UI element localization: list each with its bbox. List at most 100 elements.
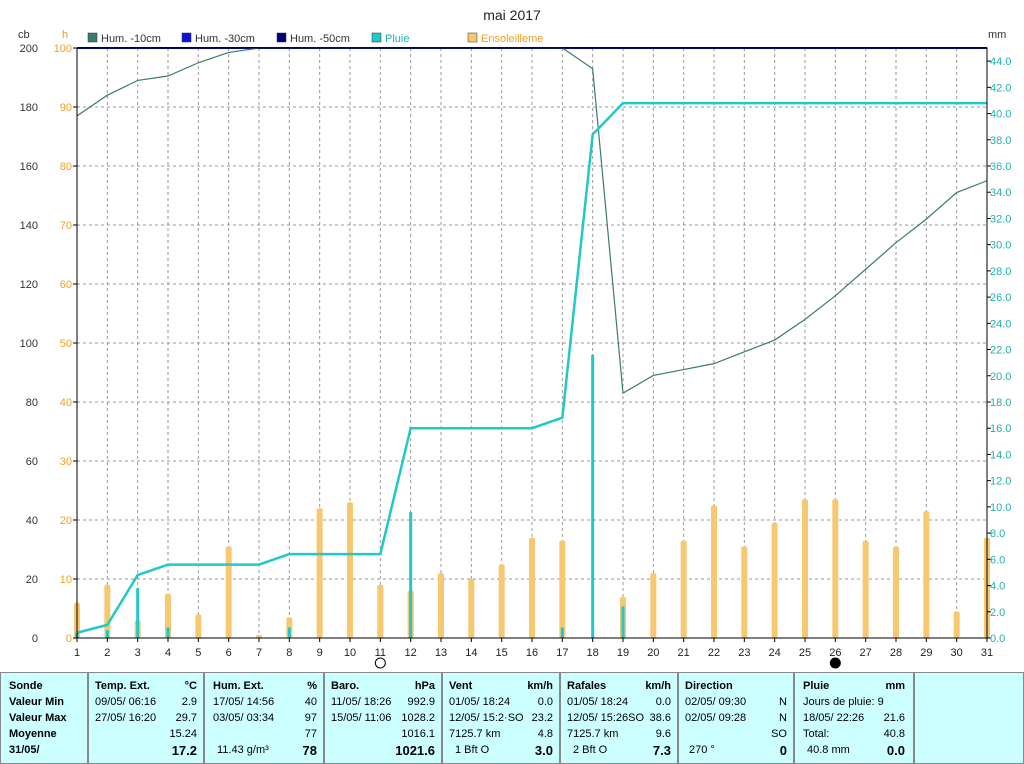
sunshine-bar <box>165 593 171 638</box>
x-tick-label: 9 <box>317 647 323 659</box>
sunshine-bar <box>377 584 384 638</box>
sunshine-bar <box>529 537 535 638</box>
right-axis-unit: mm <box>988 29 1006 41</box>
y-left-tick-label: 120 <box>20 279 38 291</box>
daily-rain-bar <box>136 588 140 638</box>
y-right-tick-label: 36.0 <box>990 161 1011 173</box>
x-tick-label: 14 <box>465 647 477 659</box>
sonde-header: Sonde <box>9 680 43 692</box>
sunshine-bar <box>256 635 262 638</box>
daily-rain-bar <box>409 512 413 638</box>
dir-min-date: 02/05/ 09:30 <box>685 696 747 708</box>
hum-max-value: 97 <box>304 712 317 724</box>
pluie-total-label: Total: <box>803 728 830 740</box>
x-tick-label: 24 <box>769 647 781 659</box>
vent-beaufort: 1 Bft O <box>455 744 490 756</box>
rafales-max-date: 12/05/ 15:26SO <box>567 712 645 724</box>
x-tick-label: 17 <box>556 647 568 659</box>
y-right-tick-label: 16.0 <box>990 423 1011 435</box>
pluie-total: 40.8 <box>883 728 905 740</box>
pluie-unit: mm <box>885 680 905 692</box>
x-tick-label: 31 <box>981 647 993 659</box>
y-left2-tick-label: 50 <box>60 338 72 350</box>
col-sonde: Sonde Valeur Min Valeur Max Moyenne 31/0… <box>0 672 88 764</box>
y-left2-tick-label: 90 <box>60 102 72 114</box>
daily-rain-bar <box>287 627 291 638</box>
sunshine-bar <box>680 540 687 638</box>
x-tick-label: 13 <box>435 647 447 659</box>
col-empty <box>914 672 1024 764</box>
vent-min-date: 01/05/ 18:24 <box>449 696 511 708</box>
dir-min-value: N <box>779 696 787 708</box>
vent-unit: km/h <box>527 680 553 692</box>
x-tick-label: 19 <box>617 647 629 659</box>
sunshine-bar <box>468 579 475 638</box>
pluie-title: Pluie <box>803 680 830 692</box>
sunshine-bar <box>953 611 960 638</box>
stats-table: Sonde Valeur Min Valeur Max Moyenne 31/0… <box>0 672 1024 764</box>
y-left2-tick-label: 100 <box>54 43 72 55</box>
y-right-tick-label: 26.0 <box>990 292 1011 304</box>
y-left2-tick-label: 70 <box>60 220 72 232</box>
legend-label: Hum. -50cm <box>290 33 350 45</box>
chart-grid <box>77 48 987 638</box>
baro-avg: 1016.1 <box>401 728 435 740</box>
sunshine-bar <box>104 584 111 638</box>
hum-unit: % <box>307 680 317 692</box>
y-right-tick-label: 22.0 <box>990 345 1011 357</box>
baro-min-value: 992.9 <box>407 696 435 708</box>
x-tick-label: 5 <box>195 647 201 659</box>
sunshine-bar <box>893 546 899 638</box>
y-left2-tick-label: 20 <box>60 515 72 527</box>
full-moon-icon <box>374 657 386 669</box>
x-tick-label: 25 <box>799 647 811 659</box>
rafales-distance: 7125.7 km <box>567 728 619 740</box>
y-right-tick-label: 20.0 <box>990 371 1011 383</box>
legend-label: Pluie <box>385 33 409 45</box>
y-left2-tick-label: 60 <box>60 279 72 291</box>
y-left-tick-label: 160 <box>20 161 38 173</box>
pluie-current: 0.0 <box>886 743 905 758</box>
y-left2-tick-label: 10 <box>60 574 72 586</box>
y-right-tick-label: 2.0 <box>990 607 1005 619</box>
legend-label: Hum. -10cm <box>101 33 161 45</box>
rafales-min-date: 01/05/ 18:24 <box>567 696 629 708</box>
vent-title: Vent <box>449 680 473 692</box>
x-tick-label: 29 <box>920 647 932 659</box>
pluie-month: 40.8 mm <box>807 744 850 756</box>
x-tick-label: 30 <box>951 647 963 659</box>
y-right-tick-label: 32.0 <box>990 213 1011 225</box>
y-left-tick-label: 100 <box>20 338 38 350</box>
dir-title: Direction <box>685 680 733 692</box>
x-tick-label: 18 <box>587 647 599 659</box>
baro-unit: hPa <box>414 680 435 692</box>
pluie-max-date: 18/05/ 22:26 <box>803 712 865 724</box>
hum-avg: 77 <box>304 728 317 740</box>
pluie-days: Jours de pluie: 9 <box>803 696 884 708</box>
baro-current: 1021.6 <box>395 743 435 758</box>
x-tick-label: 20 <box>647 647 659 659</box>
temp-current: 17.2 <box>171 743 197 758</box>
chart-axes: 1 2 3 4 5 6 7 8 9 10 11 12 13 14 15 16 17 18 19 20 21 22 23 24 2… <box>20 43 1012 659</box>
vent-current: 3.0 <box>534 743 553 758</box>
sunshine-bar <box>316 508 323 638</box>
legend-swatch <box>276 32 287 43</box>
col-rafales: Rafales km/h 01/05/ 18:24 0.0 12/05/ 15:26… <box>560 672 678 764</box>
y-right-tick-label: 6.0 <box>990 554 1005 566</box>
legend-swatch <box>181 32 192 43</box>
legend-label: Ensoleilleme <box>481 33 543 45</box>
sunshine-bar <box>650 573 657 638</box>
chart-legend: Hum. -10cm Hum. -30cm Hum. -50cm Pluie Ensol… <box>87 32 543 45</box>
x-tick-label: 23 <box>738 647 750 659</box>
rafales-min-value: 0.0 <box>655 696 671 708</box>
legend-swatch <box>467 32 478 43</box>
chart-title: mai 2017 <box>483 7 541 23</box>
rafales-title: Rafales <box>567 680 607 692</box>
row-label-date: 31/05/ <box>9 744 40 756</box>
chart-area: mai 2017 cb h mm Hum. -10cm Hum. -30cm Hum… <box>18 7 1012 669</box>
y-left2-tick-label: 30 <box>60 456 72 468</box>
hum-max-date: 03/05/ 03:34 <box>213 712 275 724</box>
x-tick-label: 26 <box>829 647 841 659</box>
daily-rain-bar <box>166 627 170 638</box>
